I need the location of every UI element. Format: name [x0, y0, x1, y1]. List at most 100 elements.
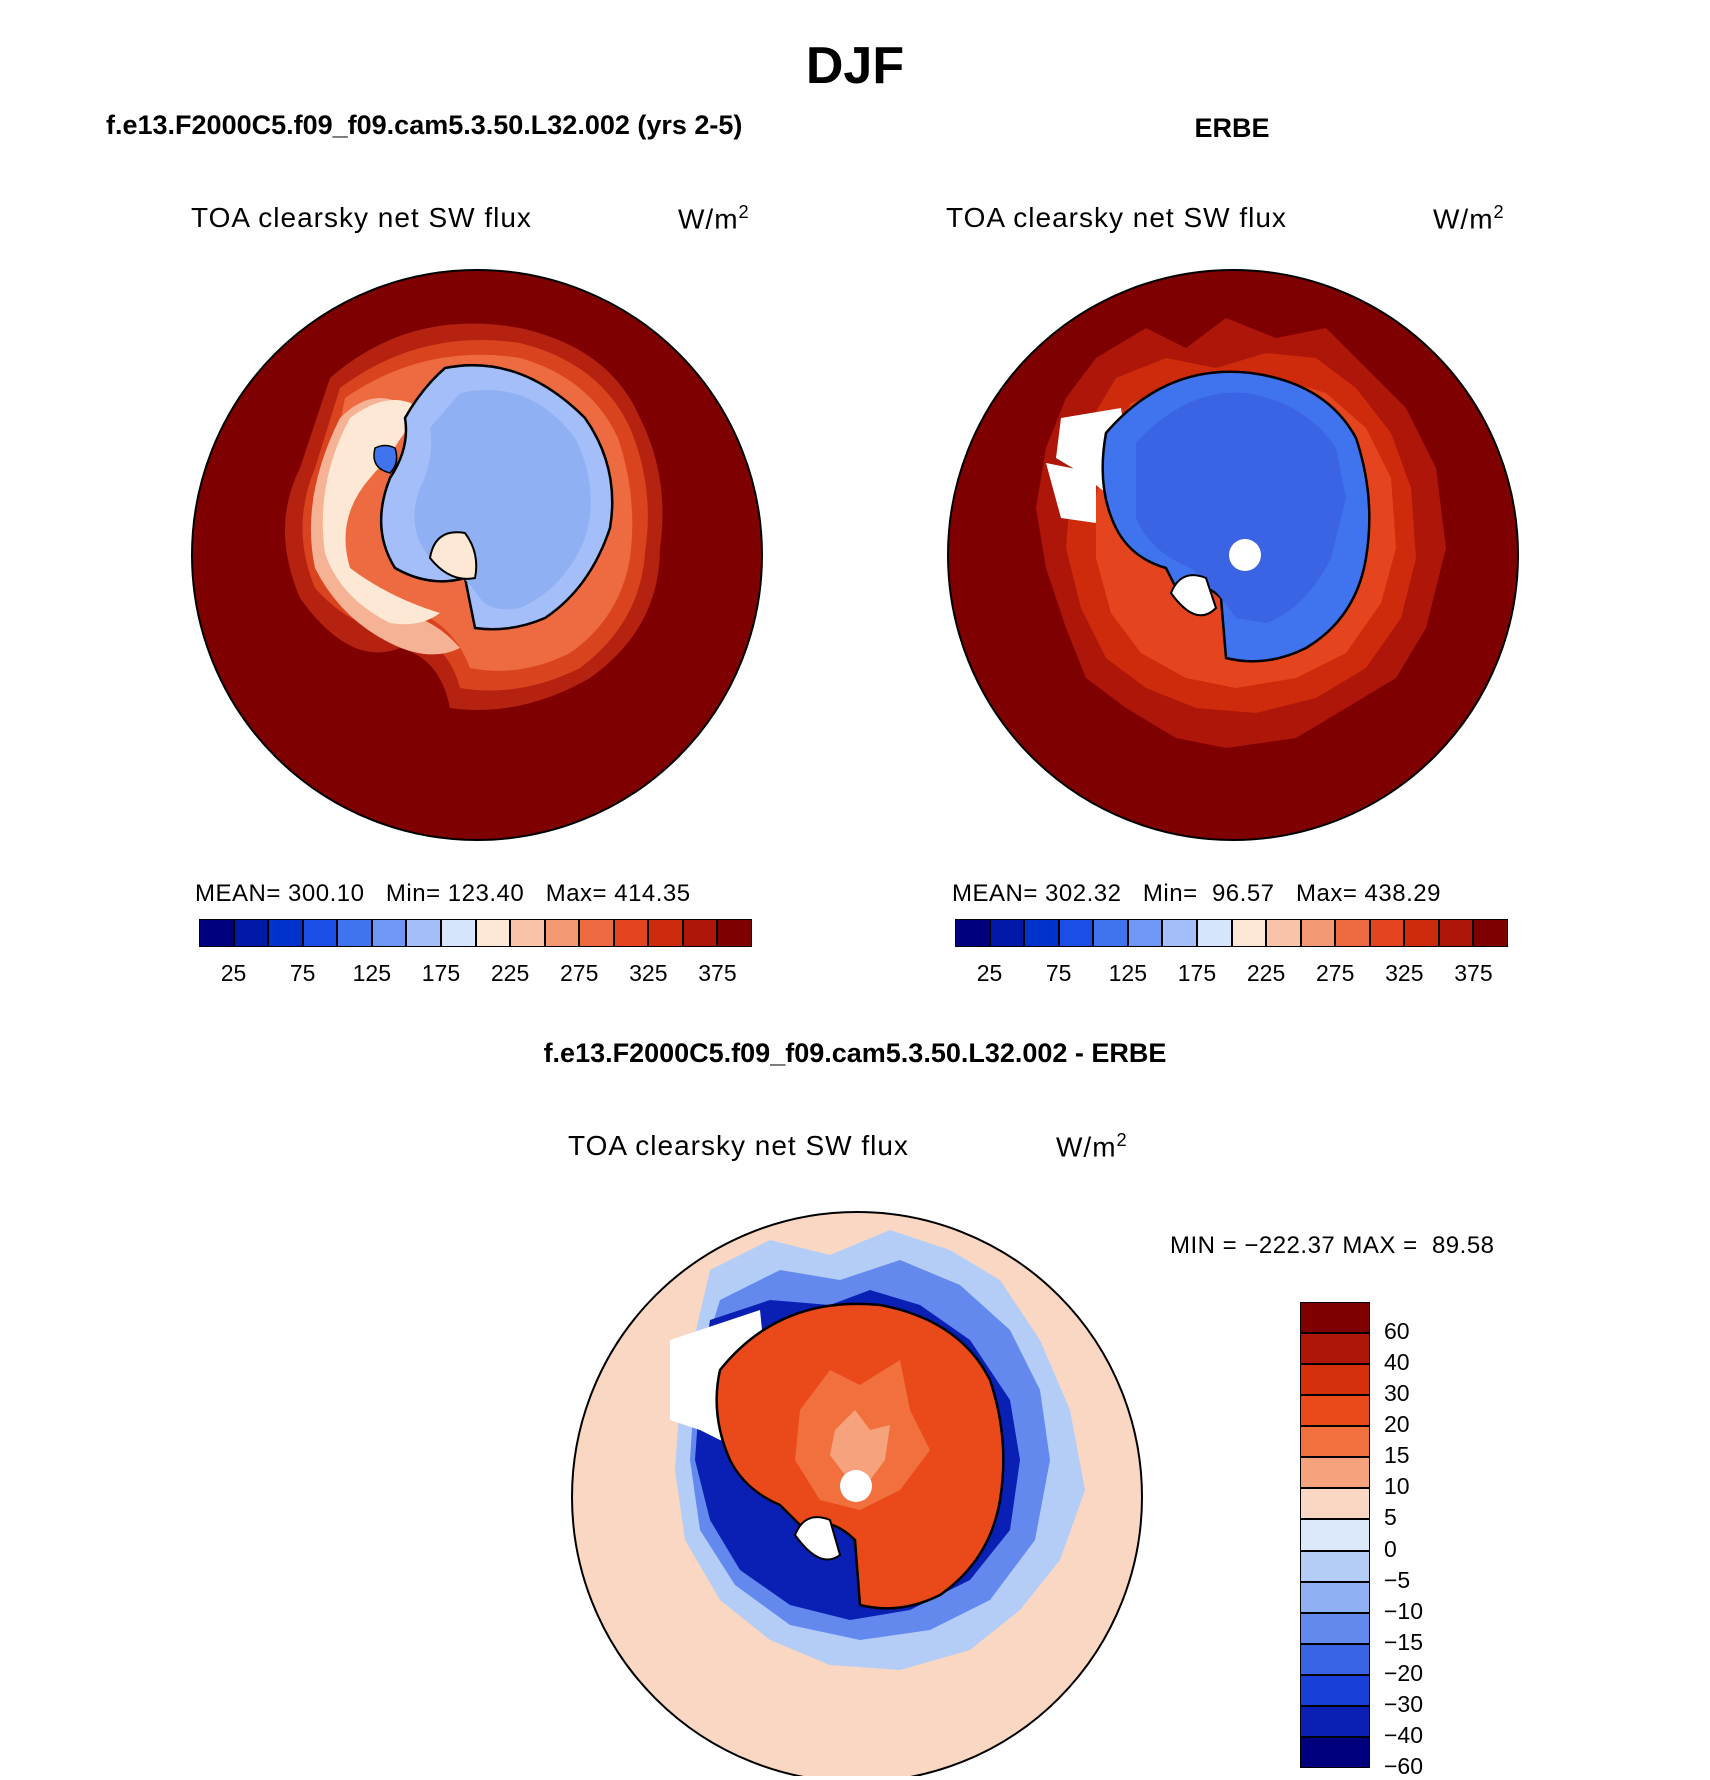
- colorbar-swatch: [1300, 1581, 1370, 1613]
- colorbar-swatch: [1058, 919, 1094, 947]
- colorbar-swatch: [1024, 919, 1059, 947]
- colorbar-swatch: [1300, 1736, 1370, 1768]
- colorbar-difference: [1300, 1302, 1370, 1768]
- colorbar-swatch: [268, 919, 303, 947]
- map-model: [191, 269, 763, 841]
- units-label-erbe: W/m2: [1433, 202, 1505, 235]
- colorbar-tick-label: 5: [1384, 1504, 1397, 1531]
- colorbar-swatch: [1300, 1705, 1370, 1737]
- colorbar-tick-label: −5: [1384, 1566, 1411, 1593]
- colorbar-tick-label: 75: [1045, 960, 1072, 986]
- colorbar-tick-label: 325: [1385, 960, 1424, 986]
- colorbar-swatch: [1162, 919, 1197, 947]
- colorbar-tick-label: 375: [1454, 960, 1493, 986]
- colorbar-swatch: [199, 919, 234, 947]
- colorbar-swatch: [1300, 1426, 1370, 1458]
- units-label-model: W/m2: [678, 202, 750, 235]
- colorbar-swatch: [1300, 1550, 1370, 1582]
- colorbar-swatch: [233, 919, 269, 947]
- colorbar-swatch: [1369, 919, 1405, 947]
- colorbar-tick-label: 125: [352, 960, 391, 986]
- colorbar-swatch: [510, 919, 545, 947]
- colorbar-tick-label: 175: [421, 960, 461, 986]
- colorbar-swatch: [371, 919, 407, 947]
- colorbar-model: [199, 919, 752, 947]
- stats-erbe: MEAN= 302.32 Min= 96.57 Max= 438.29: [952, 880, 1441, 907]
- colorbar-swatch: [1473, 919, 1508, 947]
- colorbar-tick-label: −60: [1384, 1753, 1424, 1779]
- colorbar-swatch: [1335, 919, 1370, 947]
- colorbar-swatch: [1300, 1643, 1370, 1675]
- colorbar-erbe-ticks: 25 75 125 175 225 275 325 375: [955, 960, 1508, 990]
- colorbar-swatch: [337, 919, 372, 947]
- colorbar-swatch: [1093, 919, 1128, 947]
- colorbar-tick-label: −15: [1384, 1628, 1424, 1655]
- colorbar-tick-label: 75: [289, 960, 316, 986]
- colorbar-tick-label: 25: [220, 960, 247, 986]
- colorbar-swatch: [1231, 919, 1267, 947]
- colorbar-tick-label: 225: [1246, 960, 1286, 986]
- colorbar-tick-label: 15: [1384, 1442, 1410, 1469]
- panel-title-difference: f.e13.F2000C5.f09_f09.cam5.3.50.L32.002 …: [543, 1038, 1167, 1068]
- colorbar-swatch: [1300, 1302, 1370, 1334]
- colorbar-swatch: [1300, 1612, 1370, 1644]
- variable-label-model: TOA clearsky net SW flux: [191, 202, 532, 233]
- panel-title-model: f.e13.F2000C5.f09_f09.cam5.3.50.L32.002 …: [106, 110, 743, 140]
- colorbar-swatch: [1300, 919, 1336, 947]
- colorbar-swatch: [544, 919, 580, 947]
- colorbar-tick-label: 30: [1384, 1380, 1410, 1407]
- map-erbe: [947, 269, 1519, 841]
- colorbar-tick-label: 375: [698, 960, 737, 986]
- map-difference: [571, 1211, 1143, 1776]
- colorbar-swatch: [717, 919, 752, 947]
- colorbar-swatch: [1300, 1364, 1370, 1396]
- colorbar-tick-label: 20: [1384, 1411, 1410, 1438]
- variable-label-erbe: TOA clearsky net SW flux: [946, 202, 1287, 233]
- colorbar-tick-label: 275: [560, 960, 599, 986]
- colorbar-swatch: [955, 919, 990, 947]
- colorbar-tick-label: 10: [1384, 1473, 1410, 1500]
- colorbar-swatch: [1266, 919, 1301, 947]
- colorbar-swatch: [406, 919, 441, 947]
- colorbar-difference-ticks: 60 40 30 20 15 10 5 0 −5 −10 −15 −20 −30 −40 −60: [1384, 1302, 1464, 1779]
- colorbar-erbe: [955, 919, 1508, 947]
- colorbar-tick-label: 0: [1384, 1535, 1397, 1562]
- colorbar-tick-label: 325: [629, 960, 668, 986]
- colorbar-swatch: [1300, 1674, 1370, 1706]
- colorbar-swatch: [1300, 1519, 1370, 1551]
- units-label-difference: W/m2: [1056, 1130, 1128, 1163]
- page-title: DJF: [805, 37, 905, 95]
- colorbar-tick-label: 60: [1384, 1318, 1410, 1345]
- colorbar-swatch: [1300, 1457, 1370, 1489]
- colorbar-tick-label: 275: [1316, 960, 1355, 986]
- panel-title-erbe: ERBE: [1194, 113, 1270, 143]
- colorbar-swatch: [440, 919, 476, 947]
- colorbar-swatch: [1127, 919, 1163, 947]
- colorbar-model-ticks: 25 75 125 175 225 275 325 375: [199, 960, 752, 990]
- colorbar-swatch: [475, 919, 511, 947]
- colorbar-tick-label: 225: [490, 960, 530, 986]
- colorbar-swatch: [1404, 919, 1439, 947]
- colorbar-swatch: [302, 919, 338, 947]
- colorbar-swatch: [1196, 919, 1232, 947]
- colorbar-swatch: [989, 919, 1025, 947]
- stats-difference: MIN = −222.37 MAX = 89.58: [1170, 1232, 1495, 1259]
- variable-label-difference: TOA clearsky net SW flux: [568, 1130, 909, 1161]
- colorbar-tick-label: 175: [1177, 960, 1217, 986]
- colorbar-swatch: [1300, 1395, 1370, 1427]
- colorbar-tick-label: −40: [1384, 1721, 1424, 1748]
- colorbar-tick-label: 40: [1384, 1349, 1410, 1376]
- colorbar-swatch: [648, 919, 683, 947]
- colorbar-swatch: [613, 919, 649, 947]
- colorbar-tick-label: −10: [1384, 1597, 1424, 1624]
- colorbar-swatch: [682, 919, 718, 947]
- colorbar-tick-label: −30: [1384, 1690, 1424, 1717]
- colorbar-swatch: [1438, 919, 1474, 947]
- colorbar-swatch: [1300, 1488, 1370, 1520]
- colorbar-tick-label: 125: [1108, 960, 1147, 986]
- colorbar-swatch: [1300, 1333, 1370, 1365]
- colorbar-swatch: [579, 919, 614, 947]
- colorbar-tick-label: −20: [1384, 1659, 1424, 1686]
- colorbar-tick-label: 25: [976, 960, 1003, 986]
- stats-model: MEAN= 300.10 Min= 123.40 Max= 414.35: [195, 880, 691, 907]
